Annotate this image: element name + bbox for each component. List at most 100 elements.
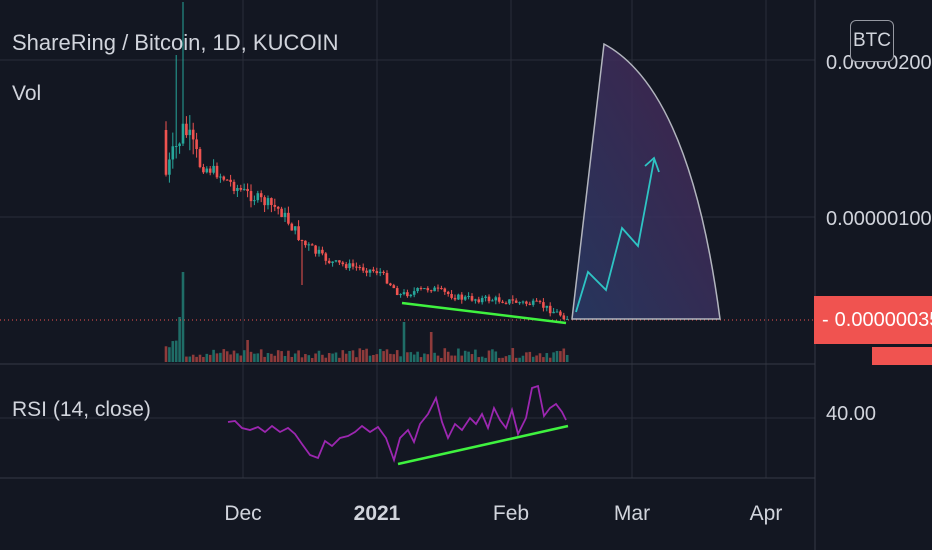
candle-body xyxy=(293,226,297,231)
volume-bar xyxy=(327,353,331,362)
rsi-divergence-trendline xyxy=(397,424,569,466)
candle-body xyxy=(229,179,232,182)
currency-toggle-button[interactable]: BTC xyxy=(850,20,894,62)
volume-bar xyxy=(290,356,294,362)
candle-body xyxy=(232,181,236,191)
candle-body xyxy=(202,167,205,173)
candle-body xyxy=(511,299,515,301)
candle-body xyxy=(463,296,467,300)
candle-body xyxy=(242,188,246,190)
volume-bar xyxy=(484,357,487,362)
candle-body xyxy=(565,318,569,320)
volume-bar xyxy=(385,349,389,362)
volume-bar xyxy=(300,357,304,362)
volume-bar xyxy=(467,351,470,362)
candle-body xyxy=(225,179,229,181)
volume-bar xyxy=(552,352,555,362)
volume-bar xyxy=(419,357,423,362)
volume-bar xyxy=(276,350,280,362)
candle-body xyxy=(480,297,484,303)
volume-bar xyxy=(487,350,491,362)
candle-body xyxy=(538,301,542,303)
candle-body xyxy=(375,271,379,274)
candle-body xyxy=(542,302,545,308)
volume-bar xyxy=(212,349,215,362)
candle-body xyxy=(559,311,562,316)
volume-bar xyxy=(494,351,498,362)
volume-bar xyxy=(297,350,300,362)
volume-label: Vol xyxy=(12,82,42,105)
volume-bar xyxy=(358,348,362,362)
candle-body xyxy=(531,300,535,305)
candle-body xyxy=(555,311,559,313)
volume-bar xyxy=(168,347,171,362)
volume-bar xyxy=(222,349,226,362)
volume-bar xyxy=(389,353,392,362)
candle-body xyxy=(474,299,477,301)
volume-bar xyxy=(304,354,307,362)
candle-body xyxy=(440,288,443,290)
volume-bar xyxy=(266,353,270,362)
volume-bar xyxy=(548,357,552,362)
candle-body xyxy=(395,288,399,295)
candle-body xyxy=(521,301,525,303)
volume-bar xyxy=(171,341,175,362)
candle-body xyxy=(416,287,419,292)
candle-body xyxy=(174,146,178,148)
candle-body xyxy=(378,271,382,274)
volume-bar xyxy=(555,350,559,362)
candlesticks xyxy=(0,2,815,321)
candle-body xyxy=(355,266,358,268)
candle-body xyxy=(457,294,460,300)
rsi-value-badge xyxy=(872,347,932,365)
candle-body xyxy=(212,165,215,173)
volume-bar xyxy=(202,356,205,362)
candle-body xyxy=(552,311,555,314)
candle-body xyxy=(297,226,300,241)
candle-body xyxy=(446,291,450,295)
volume-bar xyxy=(232,350,236,362)
volume-bar xyxy=(198,354,202,362)
volume-bar xyxy=(446,351,450,362)
candle-body xyxy=(494,297,498,301)
volume-bar xyxy=(273,355,277,362)
volume-bar xyxy=(426,354,430,362)
volume-bar xyxy=(185,356,188,362)
time-label-dec: Dec xyxy=(224,502,262,525)
time-label-mar: Mar xyxy=(613,502,651,525)
candle-body xyxy=(351,263,355,267)
volume-bar xyxy=(341,350,345,362)
volume-bar xyxy=(412,354,416,362)
candle-body xyxy=(487,296,491,302)
volume-bar xyxy=(521,355,525,362)
candle-body xyxy=(256,193,260,201)
candle-body xyxy=(548,305,552,314)
volume-bar xyxy=(256,353,260,362)
candle-body xyxy=(562,315,566,320)
volume-bar xyxy=(491,349,494,362)
candle-body xyxy=(219,176,222,178)
volume-bar xyxy=(518,357,521,362)
candle-body xyxy=(402,292,406,295)
rsi-pane xyxy=(227,384,567,463)
candle-body xyxy=(263,197,266,206)
candle-body xyxy=(389,283,392,286)
volume-bar xyxy=(246,340,249,362)
projection-shape xyxy=(571,42,721,320)
candle-body xyxy=(215,165,219,178)
candle-body xyxy=(310,244,314,246)
candle-body xyxy=(273,204,277,207)
volume-bar xyxy=(372,354,375,362)
candle-body xyxy=(164,130,168,175)
time-label-feb: Feb xyxy=(492,502,530,525)
volume-bar xyxy=(375,354,379,362)
candle-body xyxy=(409,294,413,297)
volume-bar xyxy=(474,349,477,362)
candle-body xyxy=(307,244,311,246)
candle-body xyxy=(429,290,433,292)
volume-bar xyxy=(225,351,229,362)
price-badge-dash: - xyxy=(822,308,829,331)
volume-bar xyxy=(531,356,535,362)
volume-bar xyxy=(378,348,382,362)
candle-body xyxy=(344,264,348,269)
